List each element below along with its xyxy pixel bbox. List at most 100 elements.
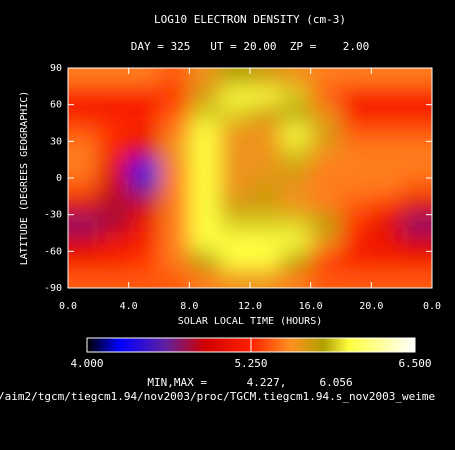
heat-cell	[68, 123, 99, 142]
heat-cell	[401, 123, 432, 142]
heat-cell	[189, 196, 221, 216]
heat-cell	[310, 251, 342, 271]
heat-cell	[401, 141, 432, 161]
heat-cell	[280, 214, 312, 234]
heat-cell	[371, 86, 403, 106]
heat-cell	[219, 251, 251, 271]
x-tick-label: 12.0	[238, 301, 262, 312]
heat-cell	[341, 178, 372, 197]
heat-cell	[371, 233, 403, 252]
heat-cell	[250, 196, 281, 216]
heat-cell	[341, 141, 372, 161]
heat-cell	[280, 86, 312, 106]
heat-cell	[401, 269, 432, 288]
heat-cell	[401, 104, 432, 124]
heat-cell	[371, 123, 403, 142]
heat-cell	[250, 178, 281, 197]
x-tick-label: 4.0	[120, 301, 138, 312]
heat-cell	[219, 141, 251, 161]
heat-cell	[128, 123, 160, 142]
heat-cell	[310, 233, 342, 252]
x-tick-label: 20.0	[359, 301, 383, 312]
heat-cell	[219, 104, 251, 124]
heat-cell	[250, 214, 281, 234]
x-tick-label: 8.0	[180, 301, 198, 312]
heat-cell	[68, 214, 99, 234]
heat-cell	[280, 196, 312, 216]
heat-cell	[341, 123, 372, 142]
y-tick-label: -90	[44, 283, 62, 294]
heat-cell	[310, 196, 342, 216]
heat-cell	[128, 104, 160, 124]
y-tick-label: 30	[50, 136, 62, 147]
heat-cell	[401, 159, 432, 179]
heat-cell	[68, 251, 99, 271]
x-tick-label: 16.0	[299, 301, 323, 312]
heat-cell	[68, 196, 99, 216]
heat-cell	[189, 159, 221, 179]
heat-cell	[159, 123, 190, 142]
heat-cell	[98, 104, 130, 124]
heat-cell	[401, 68, 432, 87]
heat-cell	[401, 196, 432, 216]
heat-cell	[310, 68, 342, 87]
y-tick-label: 90	[50, 63, 62, 74]
heat-cell	[159, 178, 190, 197]
heat-cell	[250, 68, 281, 87]
heat-cell	[341, 86, 372, 106]
colorbar-tick-label: 6.500	[398, 357, 431, 370]
heat-cell	[250, 104, 281, 124]
heat-cell	[98, 68, 130, 87]
heat-cell	[310, 104, 342, 124]
heat-cell	[189, 233, 221, 252]
heat-cell	[189, 251, 221, 271]
heat-cell	[219, 214, 251, 234]
heat-cell	[159, 141, 190, 161]
heat-cell	[68, 269, 99, 288]
heat-cell	[128, 141, 160, 161]
heat-cell	[128, 233, 160, 252]
chart-title: LOG10 ELECTRON DENSITY (cm-3)	[154, 13, 346, 26]
y-tick-label: 0	[56, 173, 62, 184]
heat-cell	[128, 214, 160, 234]
heat-cell	[310, 214, 342, 234]
heat-cell	[128, 196, 160, 216]
heat-cell	[189, 178, 221, 197]
heat-cell	[280, 159, 312, 179]
heat-cell	[219, 86, 251, 106]
heat-cell	[310, 269, 342, 288]
heat-cell	[310, 178, 342, 197]
heat-cell	[341, 269, 372, 288]
heat-cell	[68, 233, 99, 252]
heat-cell	[280, 141, 312, 161]
heat-cell	[159, 68, 190, 87]
heat-cell	[341, 251, 372, 271]
heat-cell	[371, 196, 403, 216]
heat-cell	[219, 123, 251, 142]
heat-cell	[280, 178, 312, 197]
heat-cell	[68, 104, 99, 124]
heat-cell	[159, 86, 190, 106]
heat-cell	[68, 68, 99, 87]
colorbar-tick-label: 4.000	[70, 357, 103, 370]
heat-cell	[189, 68, 221, 87]
heat-cell	[98, 123, 130, 142]
heat-cell	[98, 233, 130, 252]
heat-cell	[128, 159, 160, 179]
heat-cell	[341, 233, 372, 252]
heat-cell	[159, 159, 190, 179]
heat-cell	[401, 251, 432, 271]
heat-cell	[401, 86, 432, 106]
heat-cell	[371, 214, 403, 234]
heat-cell	[280, 251, 312, 271]
x-tick-label: 0.0	[423, 301, 441, 312]
heat-cell	[98, 269, 130, 288]
heat-cell	[401, 233, 432, 252]
heat-cell	[341, 68, 372, 87]
heat-cell	[371, 178, 403, 197]
heat-cell	[341, 104, 372, 124]
heat-cell	[371, 251, 403, 271]
heat-cell	[128, 86, 160, 106]
heat-cell	[371, 104, 403, 124]
